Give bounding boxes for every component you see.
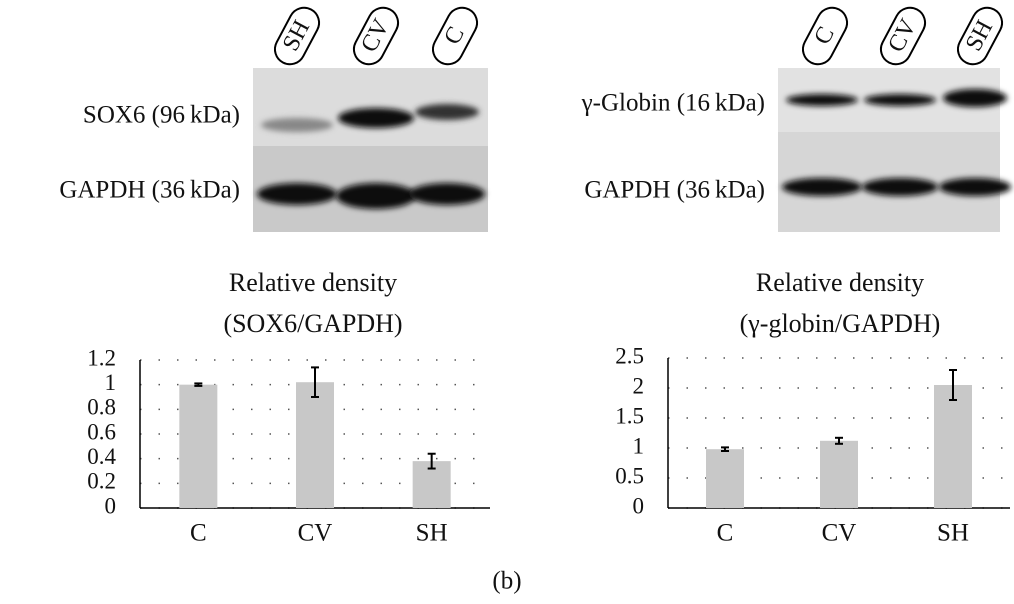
y-tick-label: 0.4 (87, 444, 116, 469)
blot-right (778, 68, 1011, 232)
error-bar (835, 436, 843, 445)
chart-title: Relative density (229, 268, 397, 297)
y-tick-label: 1 (633, 433, 645, 458)
lane-label: C (431, 6, 479, 66)
error-bar (427, 452, 436, 470)
y-tick-label: 1.2 (87, 345, 116, 370)
lane-label: SH (956, 6, 1004, 66)
error-bar (194, 382, 203, 387)
chart-subtitle: (γ-globin/GAPDH) (740, 309, 941, 338)
y-tick-label: 2.5 (615, 343, 644, 368)
y-tick-label: 0 (633, 493, 645, 518)
lane-label: C (801, 6, 849, 66)
bar (820, 440, 858, 508)
x-tick-label: C (190, 520, 207, 547)
lane-label: SH (273, 6, 321, 66)
bar (934, 385, 972, 508)
lane-label: CV (352, 6, 400, 66)
blot-row-label: GAPDH (36 kDa) (584, 177, 765, 204)
chart-title: Relative density (756, 268, 924, 297)
lane-pill (352, 6, 400, 66)
y-tick-label: 1.5 (615, 403, 644, 428)
lane-pill (431, 6, 479, 66)
error-bar (949, 369, 957, 401)
error-bar (721, 446, 729, 452)
y-tick-label: 0.2 (87, 469, 116, 494)
x-tick-label: CV (298, 520, 333, 547)
lane-pill (273, 6, 321, 66)
y-tick-label: 0.8 (87, 395, 116, 420)
bar (179, 384, 218, 508)
y-tick-label: 0.5 (615, 463, 644, 488)
y-tick-label: 2 (633, 373, 645, 398)
y-tick-label: 0.6 (87, 419, 116, 444)
chart-subtitle: (SOX6/GAPDH) (223, 309, 402, 338)
lane-label: CV (879, 6, 927, 66)
error-bar (311, 366, 319, 398)
bar (296, 382, 334, 508)
lane-pill (801, 6, 849, 66)
lane-pill (956, 6, 1004, 66)
x-tick-label: C (717, 520, 734, 547)
bar (706, 449, 744, 508)
y-tick-label: 0 (105, 493, 117, 518)
lane-pill (879, 6, 927, 66)
x-tick-label: CV (822, 520, 857, 547)
caption: (b) (492, 568, 521, 595)
blot-left (253, 68, 488, 232)
blot-row-label: γ-Globin (16 kDa) (581, 90, 765, 117)
blot-row-label: GAPDH (36 kDa) (59, 177, 240, 204)
x-tick-label: SH (416, 520, 448, 547)
x-tick-label: SH (937, 520, 969, 547)
y-tick-label: 1 (105, 370, 117, 395)
blot-row-label: SOX6 (96 kDa) (83, 102, 240, 129)
